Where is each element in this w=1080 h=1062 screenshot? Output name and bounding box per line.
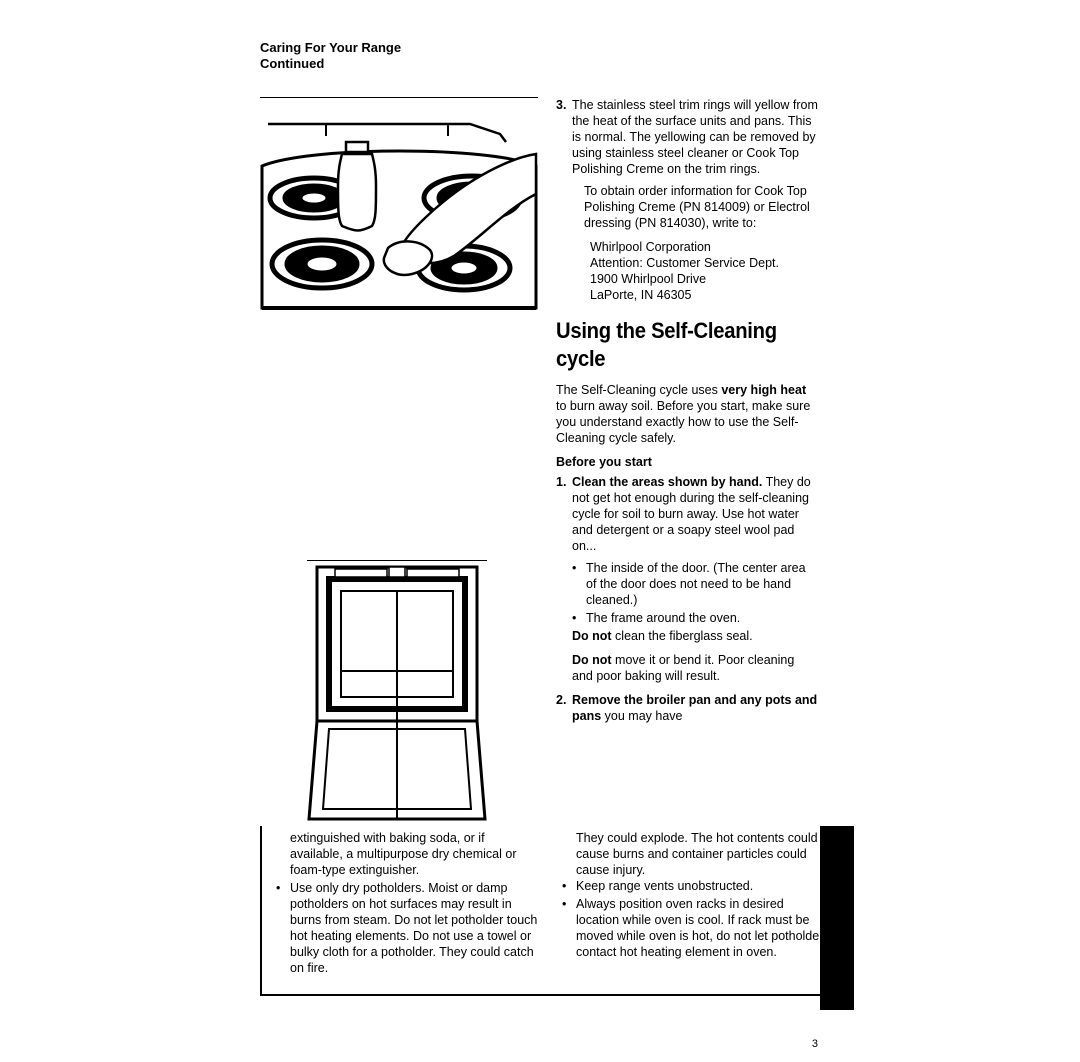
before-you-start: Before you start <box>556 454 818 470</box>
figure-cooktop <box>260 97 538 318</box>
step2-text: Remove the broiler pan and any pots and … <box>572 692 818 724</box>
page-number: 3 <box>812 1038 818 1050</box>
safety-box: extinguished with baking soda, or if ava… <box>260 826 842 996</box>
step1-text: Clean the areas shown by hand. They do n… <box>572 474 818 554</box>
bullet-dot: • <box>572 610 586 626</box>
address-block: Whirlpool Corporation Attention: Custome… <box>590 239 818 303</box>
addr-line3: 1900 Whirlpool Drive <box>590 271 818 287</box>
header-line1: Caring For Your Range <box>260 40 820 56</box>
figure-oven-wrap <box>307 560 487 825</box>
order-info: To obtain order information for Cook Top… <box>584 183 818 231</box>
safety-right-b2-text: Always position oven racks in desired lo… <box>576 896 826 960</box>
bullet-dot: • <box>562 896 576 960</box>
item3-number: 3. <box>556 97 572 177</box>
addr-line2: Attention: Customer Service Dept. <box>590 255 818 271</box>
addr-line1: Whirlpool Corporation <box>590 239 818 255</box>
donot-1: Do not clean the fiberglass seal. <box>572 628 818 644</box>
intro-c: to burn away soil. Before you start, mak… <box>556 399 810 445</box>
safety-right-col: They could explode. The hot contents cou… <box>562 830 826 978</box>
bullet-dot: • <box>562 878 576 894</box>
bullet-dot: • <box>276 880 290 976</box>
upper-right: 3. The stainless steel trim rings will y… <box>556 97 818 729</box>
section-title: Using the Self-Cleaning cycle <box>556 317 797 373</box>
header-line2: Continued <box>260 56 820 72</box>
step1-b1-text: The inside of the door. (The center area… <box>586 560 818 608</box>
figure-oven <box>307 560 487 825</box>
edge-tab <box>820 826 854 1010</box>
safety-left-b1: • Use only dry potholders. Moist or damp… <box>276 880 540 976</box>
safety-left-col: extinguished with baking soda, or if ava… <box>276 830 540 978</box>
step1-bullet2: • The frame around the oven. <box>572 610 818 626</box>
step2-number: 2. <box>556 692 572 724</box>
safety-right-p1: They could explode. The hot contents cou… <box>576 830 826 878</box>
intro-bold: very high heat <box>721 383 806 397</box>
manual-page: Caring For Your Range Continued <box>0 0 1080 1062</box>
intro-a: The Self-Cleaning cycle uses <box>556 383 721 397</box>
step-2: 2. Remove the broiler pan and any pots a… <box>556 692 818 724</box>
safety-left-p1: extinguished with baking soda, or if ava… <box>290 830 540 878</box>
bullet-dot: • <box>572 560 586 608</box>
donot-2: Do not move it or bend it. Poor cleaning… <box>572 652 818 684</box>
self-clean-intro: The Self-Cleaning cycle uses very high h… <box>556 382 818 446</box>
step1-lead: Clean the areas shown by hand. <box>572 475 762 489</box>
donot1-text: clean the fiberglass seal. <box>612 629 753 643</box>
safety-left-b1-text: Use only dry potholders. Moist or damp p… <box>290 880 540 976</box>
page-header: Caring For Your Range Continued <box>260 40 820 71</box>
step-1: 1. Clean the areas shown by hand. They d… <box>556 474 818 554</box>
safety-right-b1-text: Keep range vents unobstructed. <box>576 878 826 894</box>
donot2-bold: Do not <box>572 653 612 667</box>
addr-line4: LaPorte, IN 46305 <box>590 287 818 303</box>
step2-body: you may have <box>601 709 682 723</box>
item3-text: The stainless steel trim rings will yell… <box>572 97 818 177</box>
item-3: 3. The stainless steel trim rings will y… <box>556 97 818 177</box>
safety-right-b2: • Always position oven racks in desired … <box>562 896 826 960</box>
safety-right-b1: • Keep range vents unobstructed. <box>562 878 826 894</box>
donot1-bold: Do not <box>572 629 612 643</box>
step1-b2-text: The frame around the oven. <box>586 610 818 626</box>
step1-bullet1: • The inside of the door. (The center ar… <box>572 560 818 608</box>
step1-number: 1. <box>556 474 572 554</box>
